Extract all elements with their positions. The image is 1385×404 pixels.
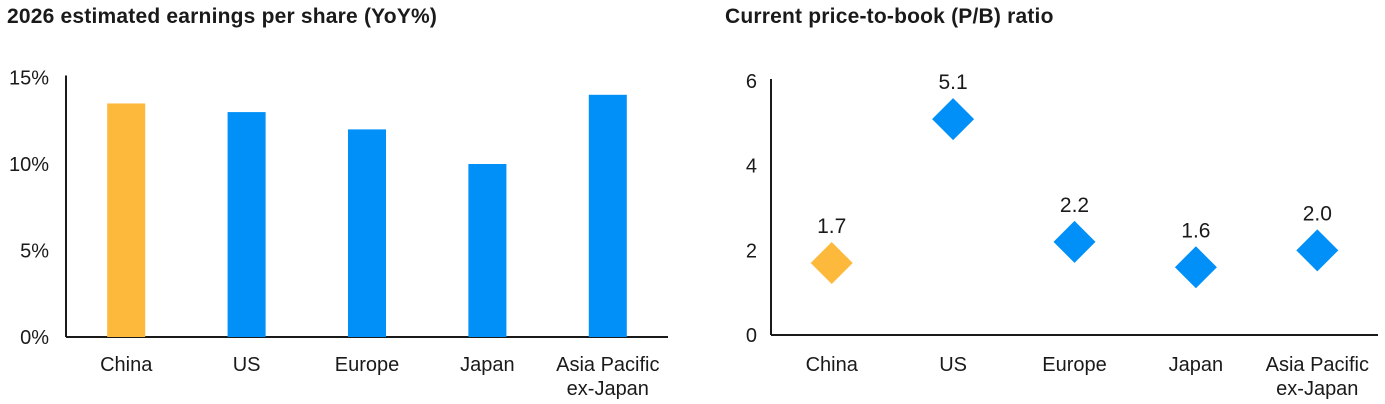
category-label-Europe: Europe — [1042, 354, 1107, 376]
y-tick-label-5%: 5% — [20, 241, 49, 263]
pb-scatter-chart: 0 2 4 6 1.7 China 5.1 US 2.2 Europe 1.6 Japan 2.0 Asi… — [746, 71, 1378, 400]
y-tick-label-0%: 0% — [20, 327, 49, 349]
value-label-Europe: 2.2 — [1060, 194, 1089, 217]
diamond-marker-Japan — [1174, 246, 1217, 289]
bar-Europe — [348, 129, 386, 337]
y-tick-label-4: 4 — [746, 156, 757, 178]
category-label-Japan: Japan — [1169, 354, 1224, 376]
category-label-Japan: Japan — [460, 354, 515, 376]
category-label-Europe: Europe — [335, 354, 400, 376]
category-label-Asia Pacific ex-Japan: Asia Pacific — [556, 354, 659, 376]
category-label-China: China — [806, 354, 859, 376]
diamond-marker-Asia Pacific ex-Japan — [1296, 229, 1339, 272]
y-tick-label-2: 2 — [746, 240, 757, 262]
category-label-China: China — [100, 354, 153, 376]
y-tick-label-0: 0 — [746, 325, 757, 347]
diamond-marker-China — [810, 242, 853, 285]
value-label-US: 5.1 — [938, 71, 967, 94]
pb-chart-panel: Current price-to-book (P/B) ratio 0 2 4 6 1.… — [720, 0, 1385, 404]
value-label-Japan: 1.6 — [1181, 219, 1210, 242]
bar-US — [227, 112, 266, 337]
category-label-Asia Pacific ex-Japan: Asia Pacific — [1266, 354, 1369, 376]
pb-chart-title: Current price-to-book (P/B) ratio — [725, 5, 1054, 28]
category-label-Asia Pacific ex-Japan: ex-Japan — [1276, 378, 1358, 400]
eps-chart-title: 2026 estimated earnings per share (YoY%) — [7, 5, 438, 28]
bar-Japan — [468, 164, 507, 337]
diamond-marker-Europe — [1053, 220, 1096, 263]
category-label-US: US — [233, 354, 261, 376]
value-label-Asia Pacific ex-Japan: 2.0 — [1303, 202, 1332, 225]
y-tick-label-10%: 10% — [9, 154, 49, 176]
y-tick-label-6: 6 — [746, 71, 757, 93]
category-label-US: US — [939, 354, 967, 376]
category-label-Asia Pacific ex-Japan: ex-Japan — [567, 378, 649, 400]
eps-chart-panel: 2026 estimated earnings per share (YoY%)… — [0, 0, 690, 404]
y-tick-label-15%: 15% — [9, 68, 49, 90]
diamond-marker-US — [932, 98, 975, 141]
bar-Asia Pacific ex-Japan — [588, 94, 627, 337]
eps-bar-chart: 0% 5% 10% 15% China US Europe Japan Asia Pacific… — [9, 68, 668, 400]
bar-China — [107, 103, 146, 337]
value-label-China: 1.7 — [817, 215, 846, 238]
